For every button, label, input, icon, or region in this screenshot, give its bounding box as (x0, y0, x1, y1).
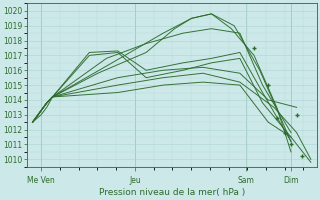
X-axis label: Pression niveau de la mer( hPa ): Pression niveau de la mer( hPa ) (99, 188, 245, 197)
